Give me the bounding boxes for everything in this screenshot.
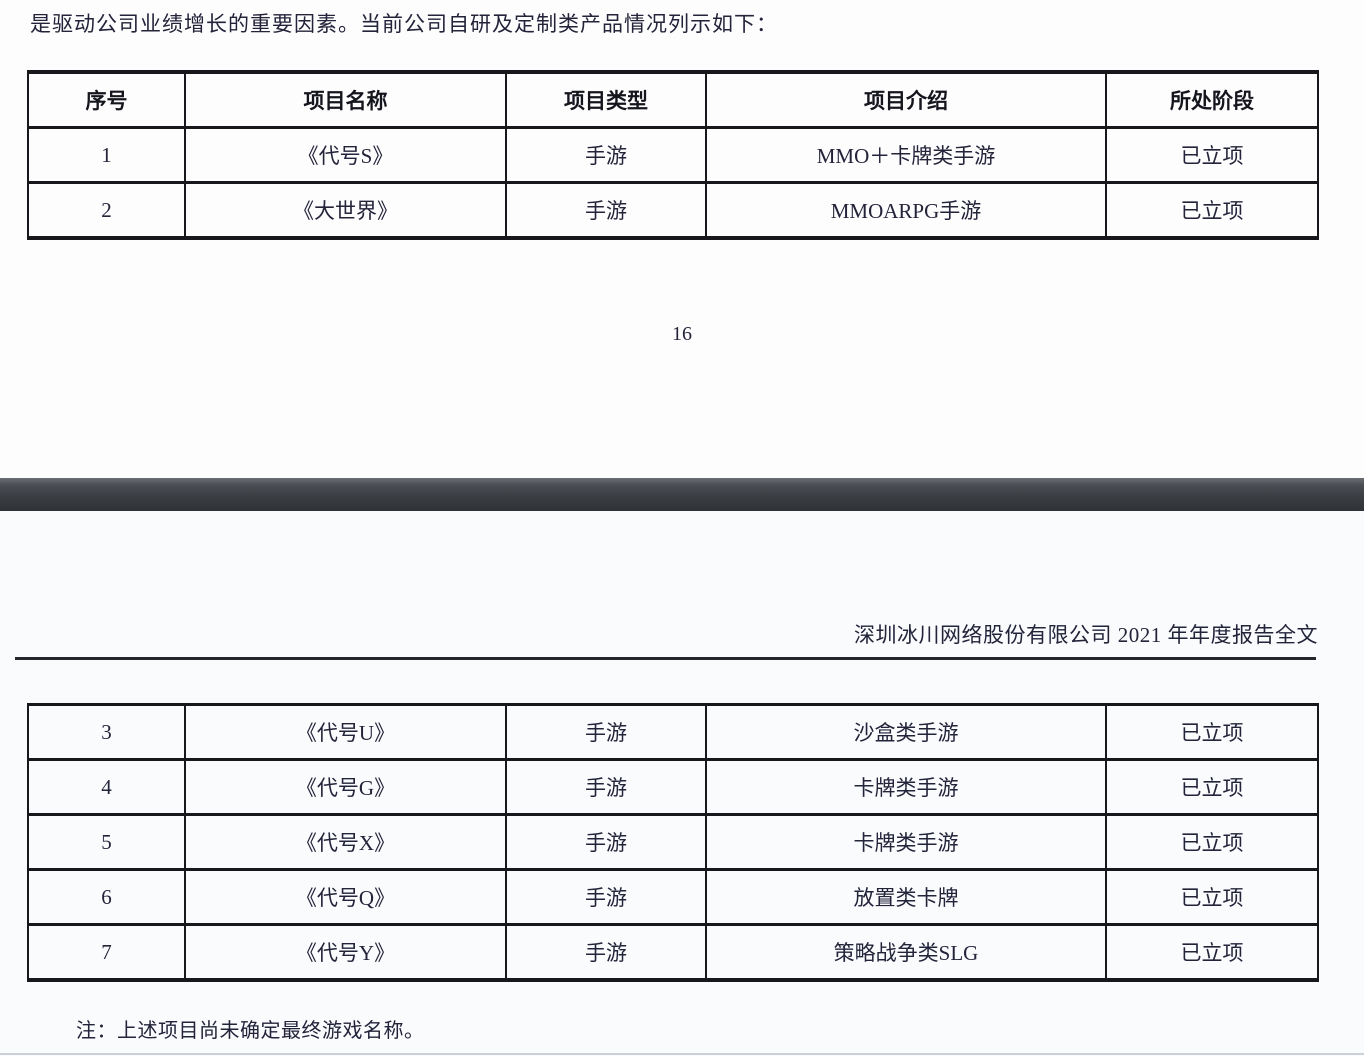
column-header-no: 序号 bbox=[27, 70, 186, 129]
cell-intro: 卡牌类手游 bbox=[705, 758, 1107, 816]
cell-type: 手游 bbox=[505, 923, 707, 982]
report-page-17: 深圳冰川网络股份有限公司 2021 年年度报告全文 3 《代号U》 手游 沙盒类… bbox=[0, 511, 1364, 1056]
table-row: 1 《代号S》 手游 MMO＋卡牌类手游 已立项 bbox=[27, 126, 1319, 184]
column-header-type: 项目类型 bbox=[505, 70, 707, 129]
projects-table-part2: 3 《代号U》 手游 沙盒类手游 已立项 4 《代号G》 手游 卡牌类手游 已立… bbox=[27, 703, 1319, 982]
cell-stage: 已立项 bbox=[1105, 813, 1319, 871]
table-row: 5 《代号X》 手游 卡牌类手游 已立项 bbox=[27, 813, 1319, 871]
cell-intro: MMO＋卡牌类手游 bbox=[705, 126, 1107, 184]
intro-paragraph: 是驱动公司业绩增长的重要因素。当前公司自研及定制类产品情况列示如下： bbox=[30, 12, 778, 36]
table-row: 3 《代号U》 手游 沙盒类手游 已立项 bbox=[27, 703, 1319, 761]
cell-name: 《代号Q》 bbox=[184, 868, 507, 926]
page-number: 16 bbox=[672, 323, 692, 345]
cell-type: 手游 bbox=[505, 758, 707, 816]
cell-intro: MMOARPG手游 bbox=[705, 181, 1107, 240]
cell-name: 《大世界》 bbox=[184, 181, 507, 240]
table-row: 7 《代号Y》 手游 策略战争类SLG 已立项 bbox=[27, 923, 1319, 982]
cell-no: 4 bbox=[27, 758, 186, 816]
page-break-separator bbox=[0, 478, 1364, 511]
cell-no: 6 bbox=[27, 868, 186, 926]
table-row: 4 《代号G》 手游 卡牌类手游 已立项 bbox=[27, 758, 1319, 816]
table-row: 6 《代号Q》 手游 放置类卡牌 已立项 bbox=[27, 868, 1319, 926]
cell-no: 2 bbox=[27, 181, 186, 240]
column-header-intro: 项目介绍 bbox=[705, 70, 1107, 129]
cell-no: 5 bbox=[27, 813, 186, 871]
projects-table-part1: 序号 项目名称 项目类型 项目介绍 所处阶段 1 《代号S》 手游 MMO＋卡牌… bbox=[27, 70, 1319, 240]
table-row: 2 《大世界》 手游 MMOARPG手游 已立项 bbox=[27, 181, 1319, 240]
header-divider-rule bbox=[15, 657, 1316, 660]
column-header-stage: 所处阶段 bbox=[1105, 70, 1319, 129]
cell-intro: 沙盒类手游 bbox=[705, 703, 1107, 761]
cell-stage: 已立项 bbox=[1105, 703, 1319, 761]
cell-stage: 已立项 bbox=[1105, 126, 1319, 184]
cell-name: 《代号Y》 bbox=[184, 923, 507, 982]
cell-name: 《代号G》 bbox=[184, 758, 507, 816]
cell-intro: 放置类卡牌 bbox=[705, 868, 1107, 926]
cell-no: 1 bbox=[27, 126, 186, 184]
cell-intro: 策略战争类SLG bbox=[705, 923, 1107, 982]
cell-name: 《代号X》 bbox=[184, 813, 507, 871]
cell-intro: 卡牌类手游 bbox=[705, 813, 1107, 871]
table-header-row: 序号 项目名称 项目类型 项目介绍 所处阶段 bbox=[27, 70, 1319, 129]
cell-name: 《代号S》 bbox=[184, 126, 507, 184]
cell-stage: 已立项 bbox=[1105, 181, 1319, 240]
cell-type: 手游 bbox=[505, 703, 707, 761]
cell-type: 手游 bbox=[505, 813, 707, 871]
cell-stage: 已立项 bbox=[1105, 758, 1319, 816]
cell-type: 手游 bbox=[505, 126, 707, 184]
cell-stage: 已立项 bbox=[1105, 923, 1319, 982]
cell-type: 手游 bbox=[505, 181, 707, 240]
cell-type: 手游 bbox=[505, 868, 707, 926]
table-footnote: 注：上述项目尚未确定最终游戏名称。 bbox=[76, 1020, 425, 1042]
report-page-16: 是驱动公司业绩增长的重要因素。当前公司自研及定制类产品情况列示如下： 序号 项目… bbox=[0, 0, 1364, 478]
page-bottom-edge bbox=[0, 1053, 1364, 1055]
cell-no: 3 bbox=[27, 703, 186, 761]
cell-name: 《代号U》 bbox=[184, 703, 507, 761]
report-header-text: 深圳冰川网络股份有限公司 2021 年年度报告全文 bbox=[854, 623, 1318, 647]
column-header-name: 项目名称 bbox=[184, 70, 507, 129]
cell-stage: 已立项 bbox=[1105, 868, 1319, 926]
cell-no: 7 bbox=[27, 923, 186, 982]
